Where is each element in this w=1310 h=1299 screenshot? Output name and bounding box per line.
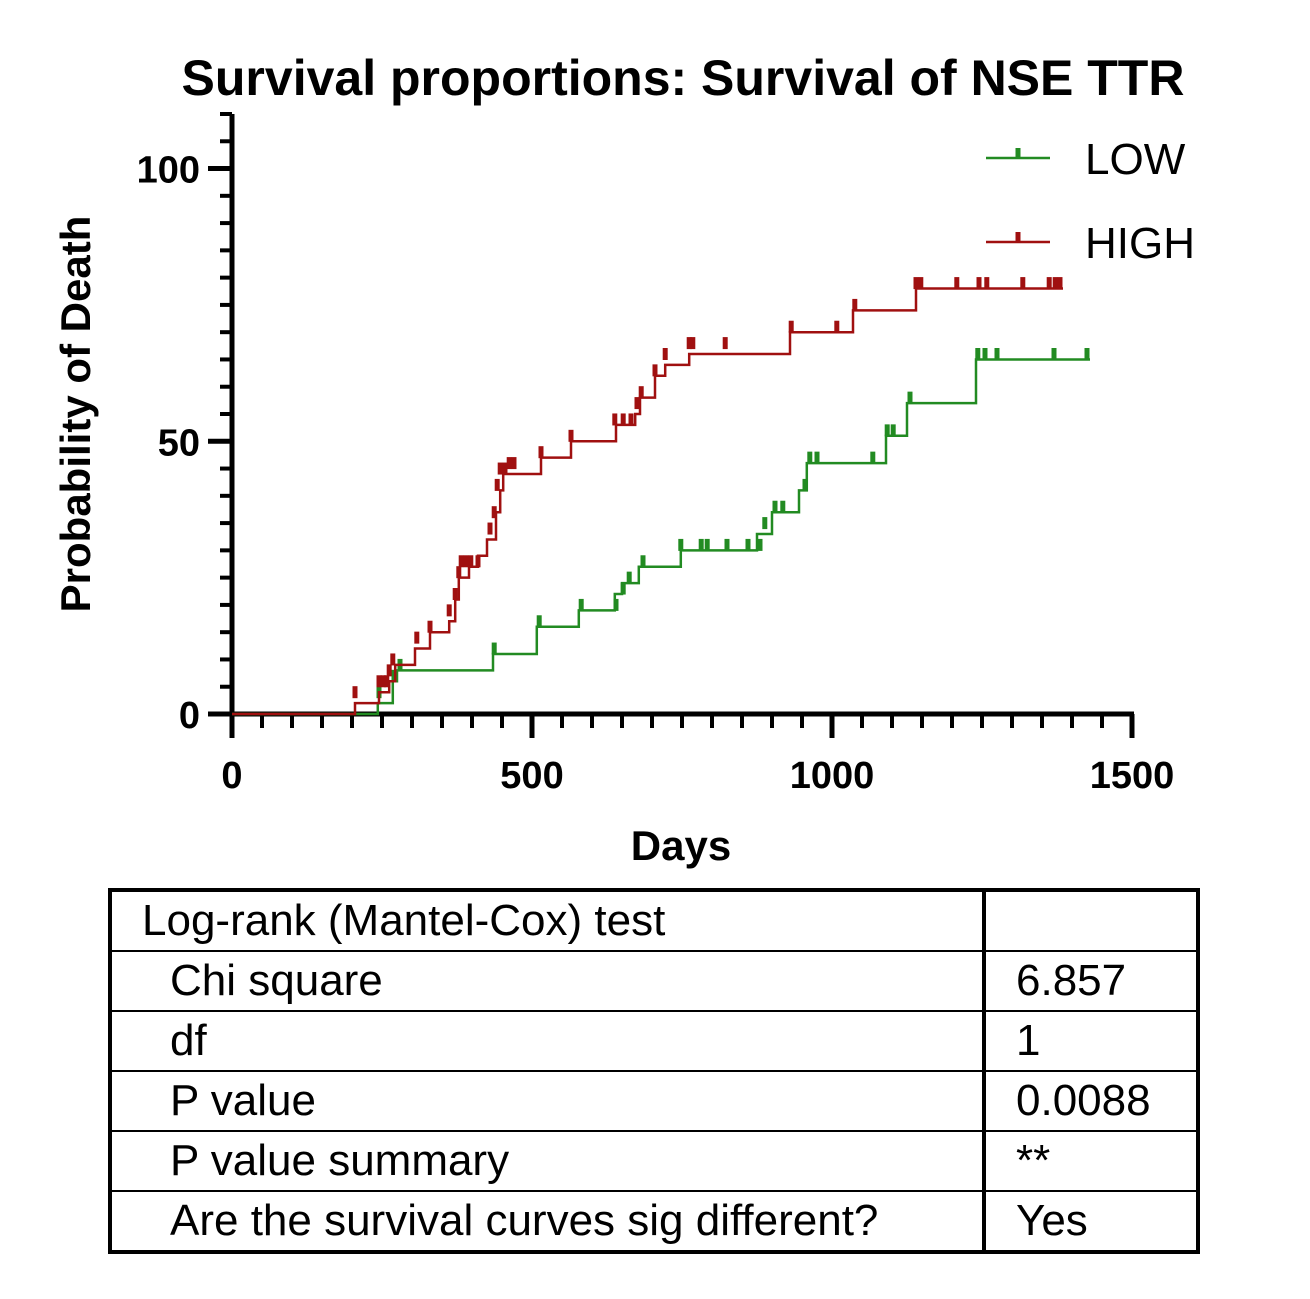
- series-line-low: [232, 358, 1090, 716]
- series-layer: [232, 277, 1090, 716]
- table-row-header: Log-rank (Mantel-Cox) test: [108, 889, 1199, 952]
- row-value: 6.857: [982, 950, 1199, 1012]
- table-row: P value 0.0088: [108, 1070, 1199, 1132]
- row-label: P value: [108, 1070, 986, 1132]
- survival-chart: Survival proportions: Survival of NSE TT…: [52, 50, 1195, 869]
- row-label: df: [108, 1010, 986, 1072]
- y-tick-label: 0: [179, 695, 200, 737]
- series-high: [232, 277, 1063, 716]
- series-line-high: [232, 287, 1063, 716]
- table-header-label: Log-rank (Mantel-Cox) test: [108, 889, 986, 952]
- table-row: df 1: [108, 1010, 1199, 1072]
- table-row: P value summary **: [108, 1130, 1199, 1192]
- log-rank-stats-table: Log-rank (Mantel-Cox) test Chi square 6.…: [108, 888, 1200, 1254]
- row-label: Are the survival curves sig different?: [108, 1190, 986, 1253]
- x-tick-label: 1000: [790, 755, 875, 797]
- series-low: [232, 348, 1090, 716]
- x-axis-title: Days: [631, 822, 731, 869]
- x-tick-label: 0: [221, 755, 242, 797]
- legend-label-high: HIGH: [1085, 219, 1195, 268]
- x-tick-label: 500: [500, 755, 563, 797]
- row-value: 0.0088: [982, 1070, 1199, 1132]
- row-value: 1: [982, 1010, 1199, 1072]
- table-row: Chi square 6.857: [108, 950, 1199, 1012]
- y-tick-label: 50: [158, 422, 200, 464]
- row-value: Yes: [982, 1190, 1199, 1253]
- y-tick-label: 100: [137, 150, 200, 192]
- axes: [208, 112, 1135, 738]
- row-label: Chi square: [108, 950, 986, 1012]
- table-row: Are the survival curves sig different? Y…: [108, 1190, 1199, 1253]
- x-tick-label: 1500: [1090, 755, 1175, 797]
- table-header-value: [982, 889, 1199, 952]
- legend: LOW HIGH: [986, 135, 1195, 268]
- row-value: **: [982, 1130, 1199, 1192]
- legend-label-low: LOW: [1085, 135, 1186, 184]
- row-label: P value summary: [108, 1130, 986, 1192]
- y-axis-title: Probability of Death: [52, 216, 99, 613]
- chart-title: Survival proportions: Survival of NSE TT…: [182, 50, 1185, 106]
